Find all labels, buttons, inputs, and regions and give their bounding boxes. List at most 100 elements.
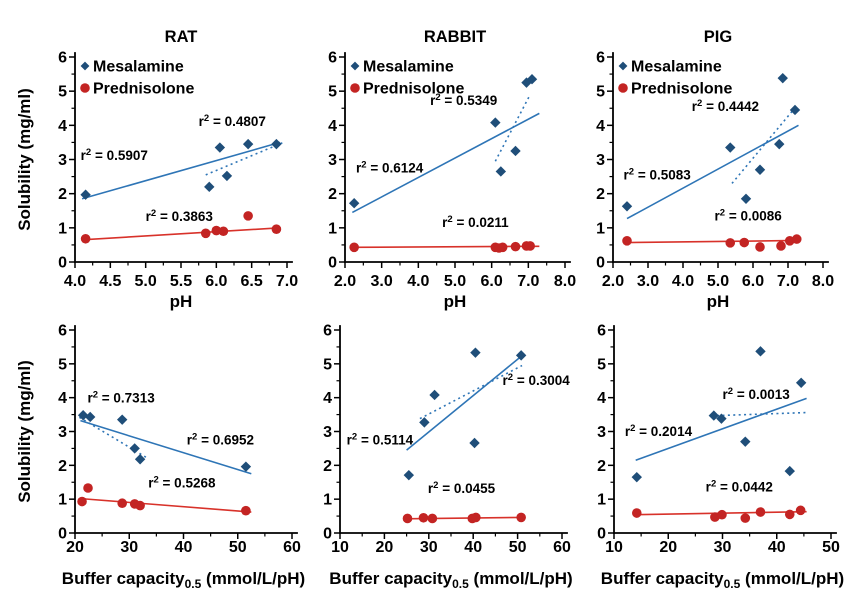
x-tick-label: 4.5	[99, 273, 121, 290]
y-tick-label: 6	[597, 323, 606, 340]
y-tick-label: 4	[58, 390, 67, 407]
mesalamine-trendline-dotted	[717, 411, 807, 417]
y-tick-label: 6	[58, 323, 67, 340]
r2-label: r2 = 0.4442	[692, 98, 759, 114]
prednisolone-point	[739, 237, 750, 248]
y-tick-label: 5	[323, 356, 332, 373]
mesalamine-point	[242, 138, 254, 150]
panel-rabbit-ph: 0 1 2 3 4 5 6 2.0 3.0 4.0 5.0 6.0 7.0 8.0 RABBIT pH r2 =…	[328, 28, 576, 311]
x-tick-label: 6.0	[205, 273, 227, 290]
mesalamine-trendline-solid	[351, 112, 540, 214]
panel-rabbit-buffer-capacity: 0 1 2 3 4 5 6 10 20 30 40 50 60 Buffer capacity0.5 (m…	[323, 323, 573, 592]
prednisolone-point	[271, 224, 282, 234]
x-tick-label: 40	[464, 539, 482, 556]
y-tick-label: 3	[323, 424, 332, 441]
mesalamine-legend-label: Mesalamine	[631, 59, 722, 76]
mesalamine-point	[740, 436, 751, 447]
prednisolone-point	[510, 241, 521, 252]
x-tick-label: 40	[175, 539, 193, 556]
prednisolone-point	[117, 498, 127, 509]
prednisolone-point	[241, 505, 251, 516]
x-tick-label: 30	[120, 539, 138, 556]
mesalamine-point	[348, 198, 360, 209]
y-tick-label: 0	[328, 255, 337, 272]
y-tick-label: 5	[58, 356, 67, 373]
y-tick-label: 2	[58, 186, 67, 203]
prednisolone-legend-marker	[350, 83, 360, 93]
y-tick-label: 2	[596, 186, 605, 203]
mesalamine-point	[84, 411, 96, 423]
y-tick-label: 1	[58, 220, 67, 237]
mesalamine-trendline-solid	[80, 419, 252, 475]
mesalamine-point	[134, 454, 146, 465]
mesalamine-trendline-dotted	[494, 94, 531, 162]
mesalamine-point	[777, 72, 788, 84]
prednisolone-legend-label: Prednisolone	[363, 81, 464, 98]
x-tick-label: 4.0	[407, 273, 429, 290]
mesalamine-trendline-solid	[635, 397, 807, 462]
mesalamine-point	[271, 138, 282, 150]
mesalamine-point	[469, 437, 480, 449]
y-tick-label: 2	[328, 186, 337, 203]
prednisolone-legend-label: Prednisolone	[93, 81, 194, 98]
x-axis-label: Buffer capacity0.5 (mmol/L/pH)	[329, 569, 572, 591]
mesalamine-legend-label: Mesalamine	[363, 59, 454, 76]
mesalamine-point	[755, 346, 766, 357]
x-tick-label: 60	[283, 539, 301, 556]
x-tick-label: 8.0	[554, 273, 576, 290]
x-tick-label: 60	[553, 539, 571, 556]
y-tick-label: 6	[58, 50, 67, 67]
y-tick-label: 2	[323, 458, 332, 475]
x-axis-label: pH	[707, 292, 730, 311]
x-axis-label: Buffer capacity0.5 (mmol/L/pH)	[62, 569, 305, 591]
mesalamine-point	[526, 74, 538, 85]
prednisolone-point	[740, 513, 751, 523]
mesalamine-point	[77, 410, 89, 421]
prednisolone-point	[725, 238, 736, 248]
mesalamine-point	[754, 164, 766, 175]
y-tick-label: 0	[58, 526, 67, 543]
r2-label: r2 = 0.3004	[503, 372, 571, 388]
prednisolone-point	[243, 211, 253, 221]
mesalamine-point	[784, 465, 795, 477]
prednisolone-trendline-solid	[79, 497, 252, 513]
y-tick-label: 3	[58, 424, 67, 441]
y-tick-label: 5	[58, 84, 67, 101]
x-tick-label: 7.0	[517, 273, 539, 290]
x-tick-label: 6.0	[481, 273, 503, 290]
y-tick-label: 5	[328, 84, 337, 101]
r2-label: r2 = 0.5349	[430, 92, 497, 108]
r2-label: r2 = 0.0086	[715, 207, 783, 223]
x-tick-label: 50	[509, 539, 527, 556]
mesalamine-legend-marker	[618, 61, 628, 71]
y-tick-label: 0	[596, 255, 605, 272]
y-tick-label: 1	[596, 220, 605, 237]
mesalamine-point	[621, 201, 633, 212]
mesalamine-point	[789, 104, 801, 116]
y-tick-label: 2	[58, 458, 67, 475]
r2-label: r2 = 0.5268	[148, 474, 216, 490]
y-tick-label: 1	[328, 220, 337, 237]
mesalamine-point	[774, 138, 785, 150]
y-tick-label: 2	[597, 458, 606, 475]
y-tick-label: 4	[58, 118, 67, 135]
prednisolone-legend-marker	[618, 83, 628, 93]
mesalamine-point	[716, 413, 727, 424]
x-tick-label: 3.0	[371, 273, 393, 290]
x-tick-label: 5.0	[707, 273, 729, 290]
r2-label: r2 = 0.0013	[723, 386, 791, 402]
r2-label: r2 = 0.3863	[146, 208, 214, 224]
y-tick-label: 5	[596, 84, 605, 101]
y-tick-label: 3	[596, 152, 605, 169]
mesalamine-trendline-dotted	[731, 109, 794, 184]
prednisolone-point	[418, 512, 429, 523]
x-axis-label: pH	[170, 292, 193, 311]
r2-label: r2 = 0.0211	[442, 214, 509, 230]
legend: Mesalamine Prednisolone	[350, 59, 464, 98]
x-tick-label: 4.0	[672, 273, 694, 290]
mesalamine-point	[490, 117, 501, 128]
mesalamine-legend-marker	[80, 61, 90, 71]
y-tick-label: 0	[597, 526, 606, 543]
y-tick-label: 0	[323, 526, 332, 543]
